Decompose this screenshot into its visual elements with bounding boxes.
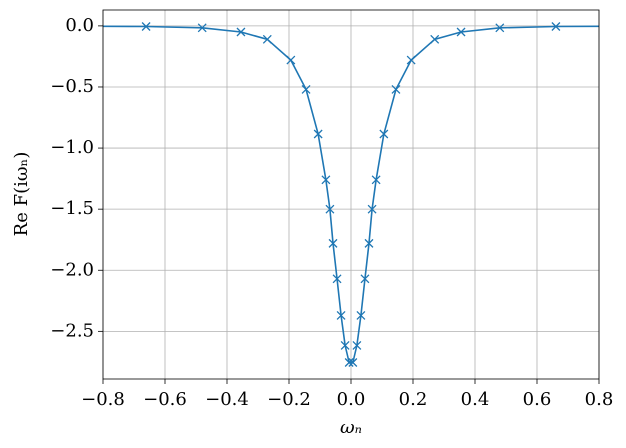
y-tick-label: −1.5 (50, 198, 94, 219)
data-marker (371, 175, 381, 185)
x-tick-label: −0.6 (143, 389, 187, 410)
data-marker (495, 23, 505, 33)
data-marker (286, 55, 296, 65)
plot-frame (102, 9, 600, 380)
x-tick-label: 0.6 (523, 389, 552, 410)
data-marker (430, 34, 440, 44)
data-marker (391, 84, 401, 94)
x-tick-label: 0.4 (461, 389, 490, 410)
data-marker (340, 340, 350, 350)
data-marker (236, 27, 246, 37)
data-marker (344, 358, 354, 367)
data-marker (301, 84, 311, 94)
x-tick-label: 0.8 (585, 389, 614, 410)
plot-area (103, 22, 599, 367)
y-tick-label: −0.5 (50, 76, 94, 97)
x-tick-label: 0.2 (399, 389, 428, 410)
data-marker (348, 358, 358, 367)
data-marker (352, 340, 362, 350)
data-marker (364, 238, 374, 248)
x-tick-label: −0.8 (81, 389, 125, 410)
y-tick-label: −1.0 (50, 137, 94, 158)
data-marker (406, 55, 416, 65)
x-tick-label: 0.0 (337, 389, 366, 410)
x-tick-label: −0.2 (267, 389, 311, 410)
y-tick-label: −2.0 (50, 259, 94, 280)
data-marker (551, 22, 561, 31)
y-tick-label: −2.5 (50, 320, 94, 341)
data-marker (367, 204, 377, 214)
data-marker (336, 311, 346, 320)
data-marker (321, 175, 331, 185)
data-line (103, 25, 599, 364)
data-marker (262, 34, 272, 44)
y-axis-label: Re F(iωₙ) (11, 152, 32, 237)
x-axis-label: ωₙ (340, 417, 362, 438)
x-tick-label: −0.4 (205, 389, 249, 410)
data-marker (141, 22, 151, 31)
data-marker (328, 238, 338, 248)
data-marker (356, 311, 366, 320)
data-marker (332, 274, 342, 284)
data-marker (360, 274, 370, 284)
data-marker (313, 129, 323, 139)
y-tick-label: 0.0 (65, 15, 94, 36)
data-marker (325, 204, 335, 214)
data-marker (197, 23, 207, 33)
data-marker (379, 129, 389, 139)
data-marker (456, 27, 466, 37)
